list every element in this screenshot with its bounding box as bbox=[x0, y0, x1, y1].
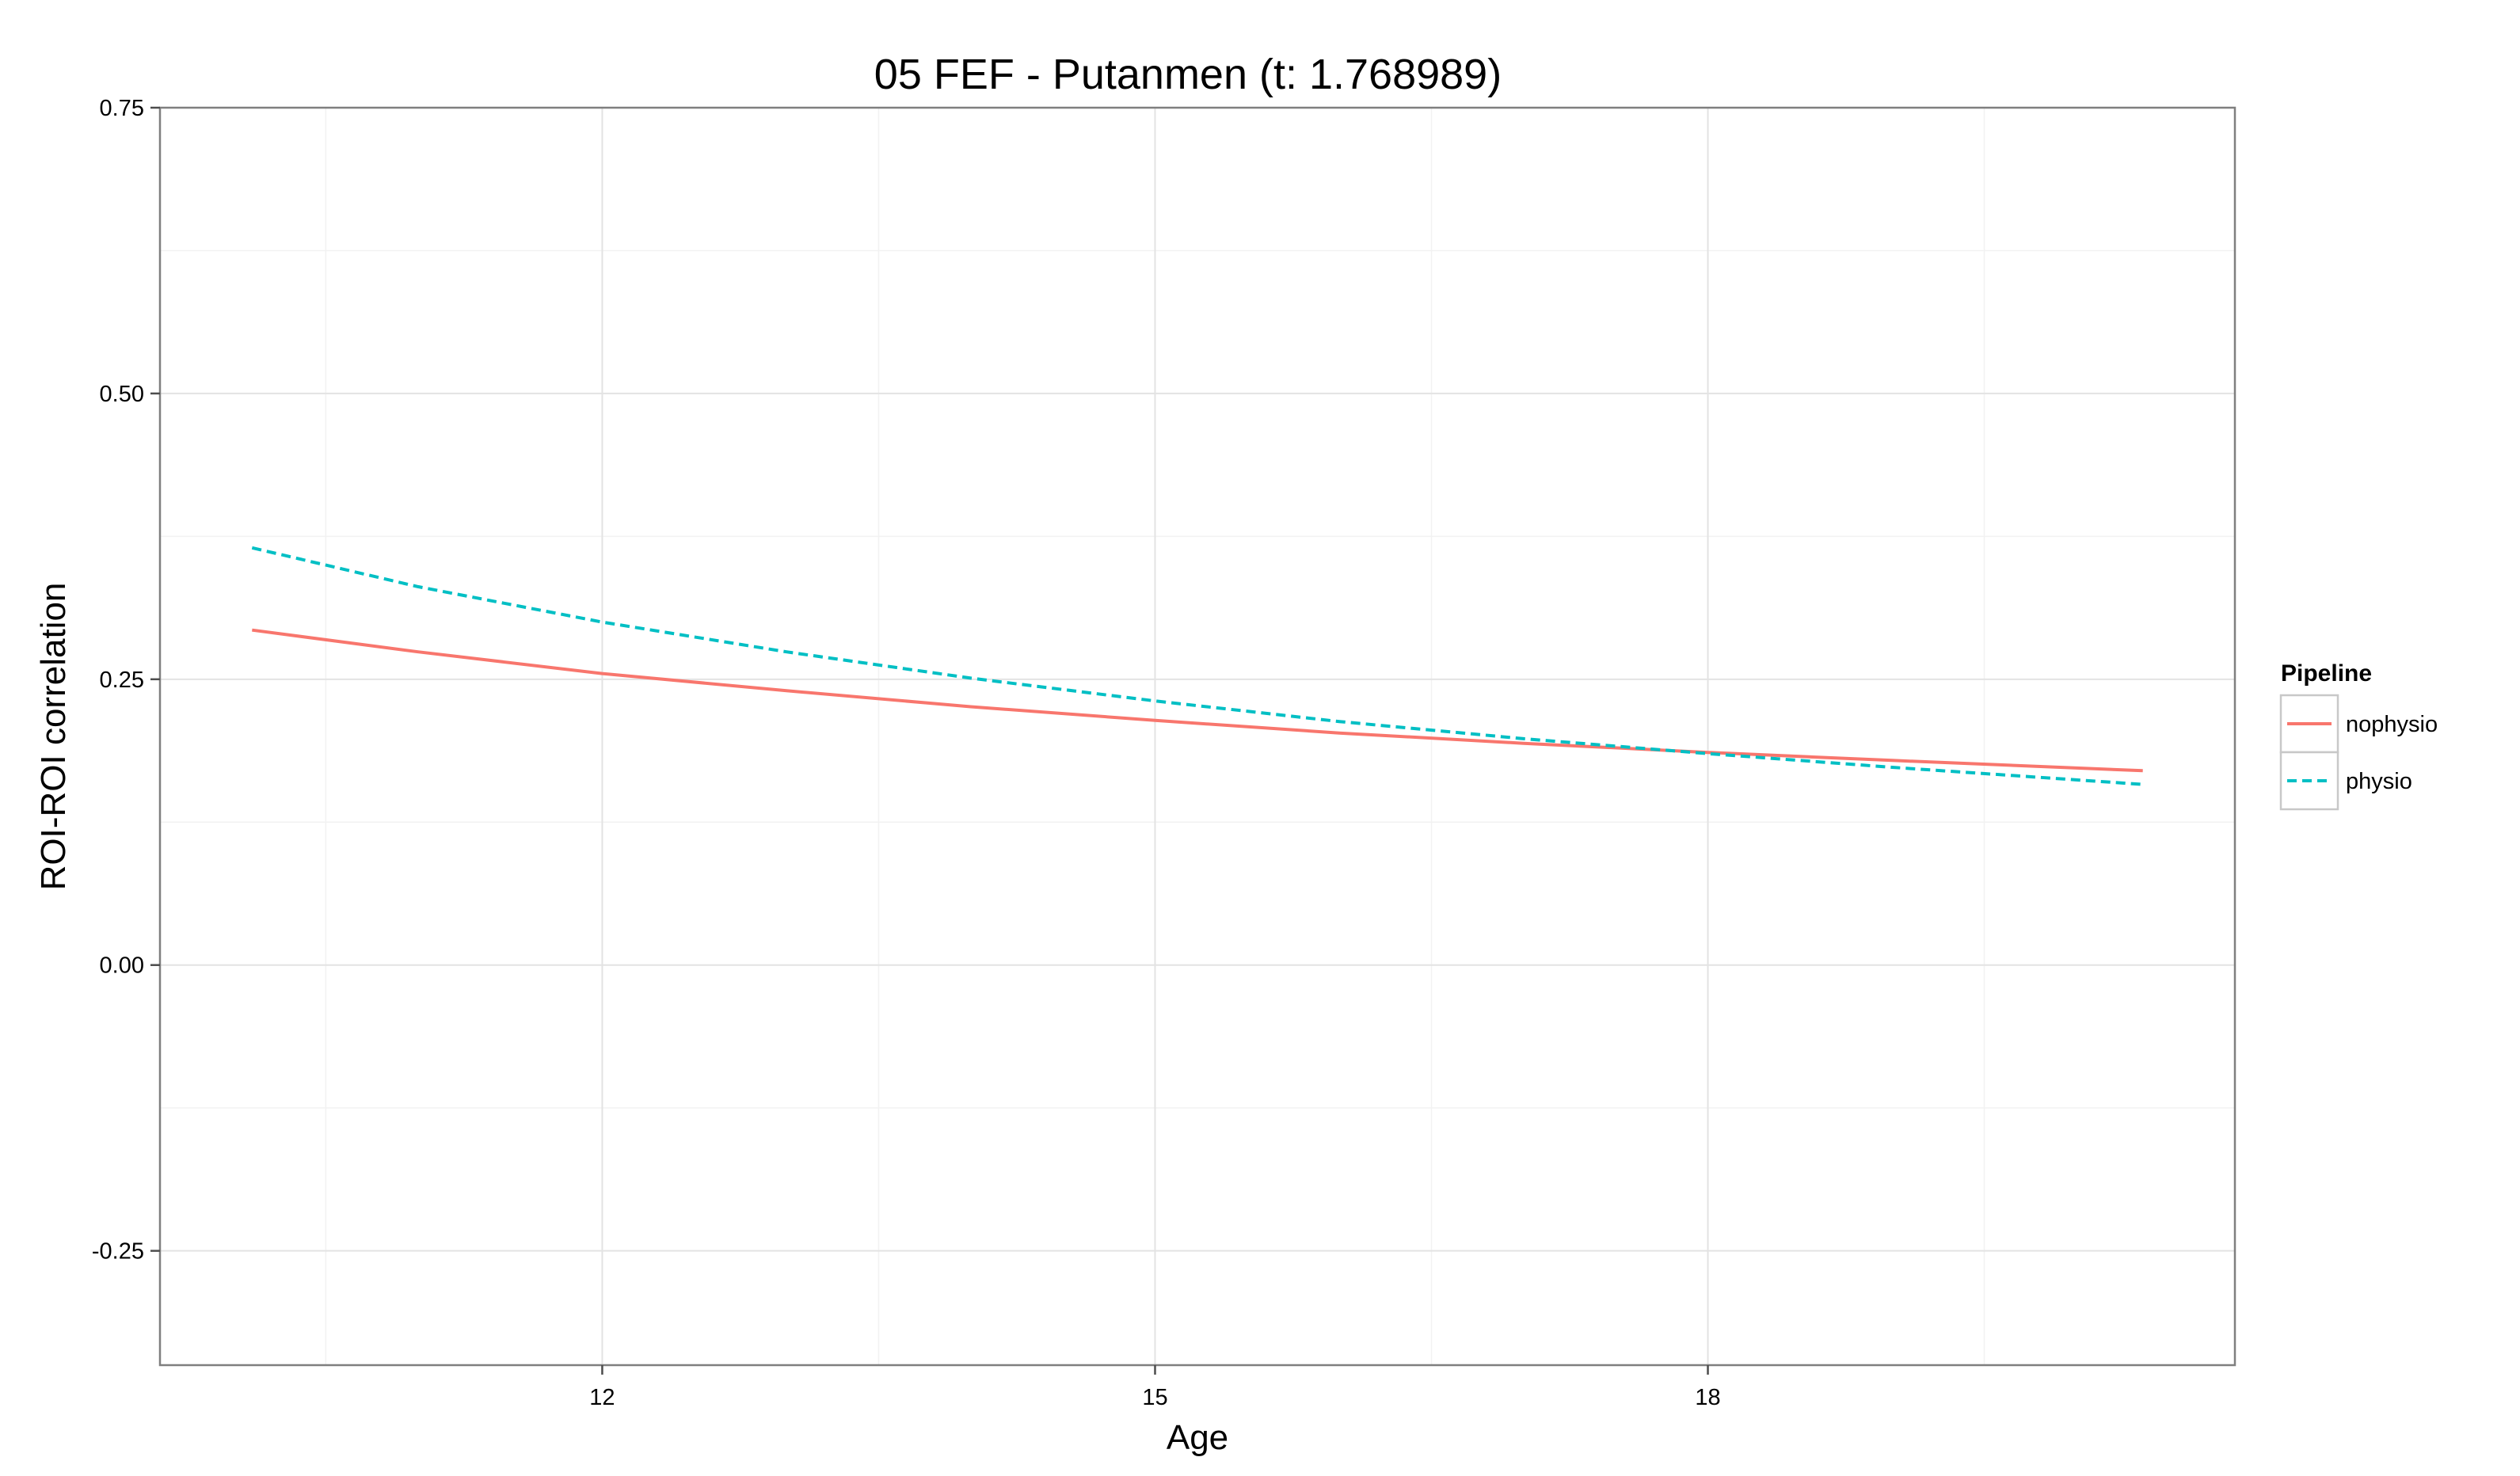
plot-border bbox=[158, 106, 2236, 1367]
series-layer bbox=[251, 546, 2143, 786]
y-tick-label: -0.25 bbox=[92, 1239, 144, 1265]
y-axis: -0.25 0.00 0.25 0.50 0.75 bbox=[92, 96, 160, 1265]
legend: Pipeline nophysio physio bbox=[2279, 660, 2438, 811]
legend-label-nophysio: nophysio bbox=[2346, 712, 2438, 737]
chart-title: 05 FEF - Putanmen (t: 1.768989) bbox=[874, 51, 1502, 98]
x-axis: 12 15 18 bbox=[589, 1365, 1721, 1410]
legend-items: nophysio physio bbox=[2279, 694, 2438, 811]
x-axis-label: Age bbox=[1167, 1418, 1228, 1457]
x-tick-label: 15 bbox=[1142, 1385, 1167, 1410]
major-gridlines bbox=[160, 107, 2235, 1365]
x-tick-label: 18 bbox=[1695, 1385, 1720, 1410]
minor-gridlines bbox=[160, 108, 2235, 1365]
y-axis-label: ROI-ROI correlation bbox=[34, 583, 73, 891]
legend-label-physio: physio bbox=[2346, 769, 2412, 794]
y-tick-label: 0.50 bbox=[100, 382, 144, 407]
y-tick-label: 0.00 bbox=[100, 953, 144, 979]
plot-panel bbox=[158, 106, 2236, 1367]
y-tick-label: 0.75 bbox=[100, 96, 144, 121]
series-line-nophysio bbox=[252, 628, 2143, 773]
y-tick-label: 0.25 bbox=[100, 668, 144, 693]
x-tick-label: 12 bbox=[589, 1385, 615, 1410]
legend-title: Pipeline bbox=[2281, 660, 2372, 687]
